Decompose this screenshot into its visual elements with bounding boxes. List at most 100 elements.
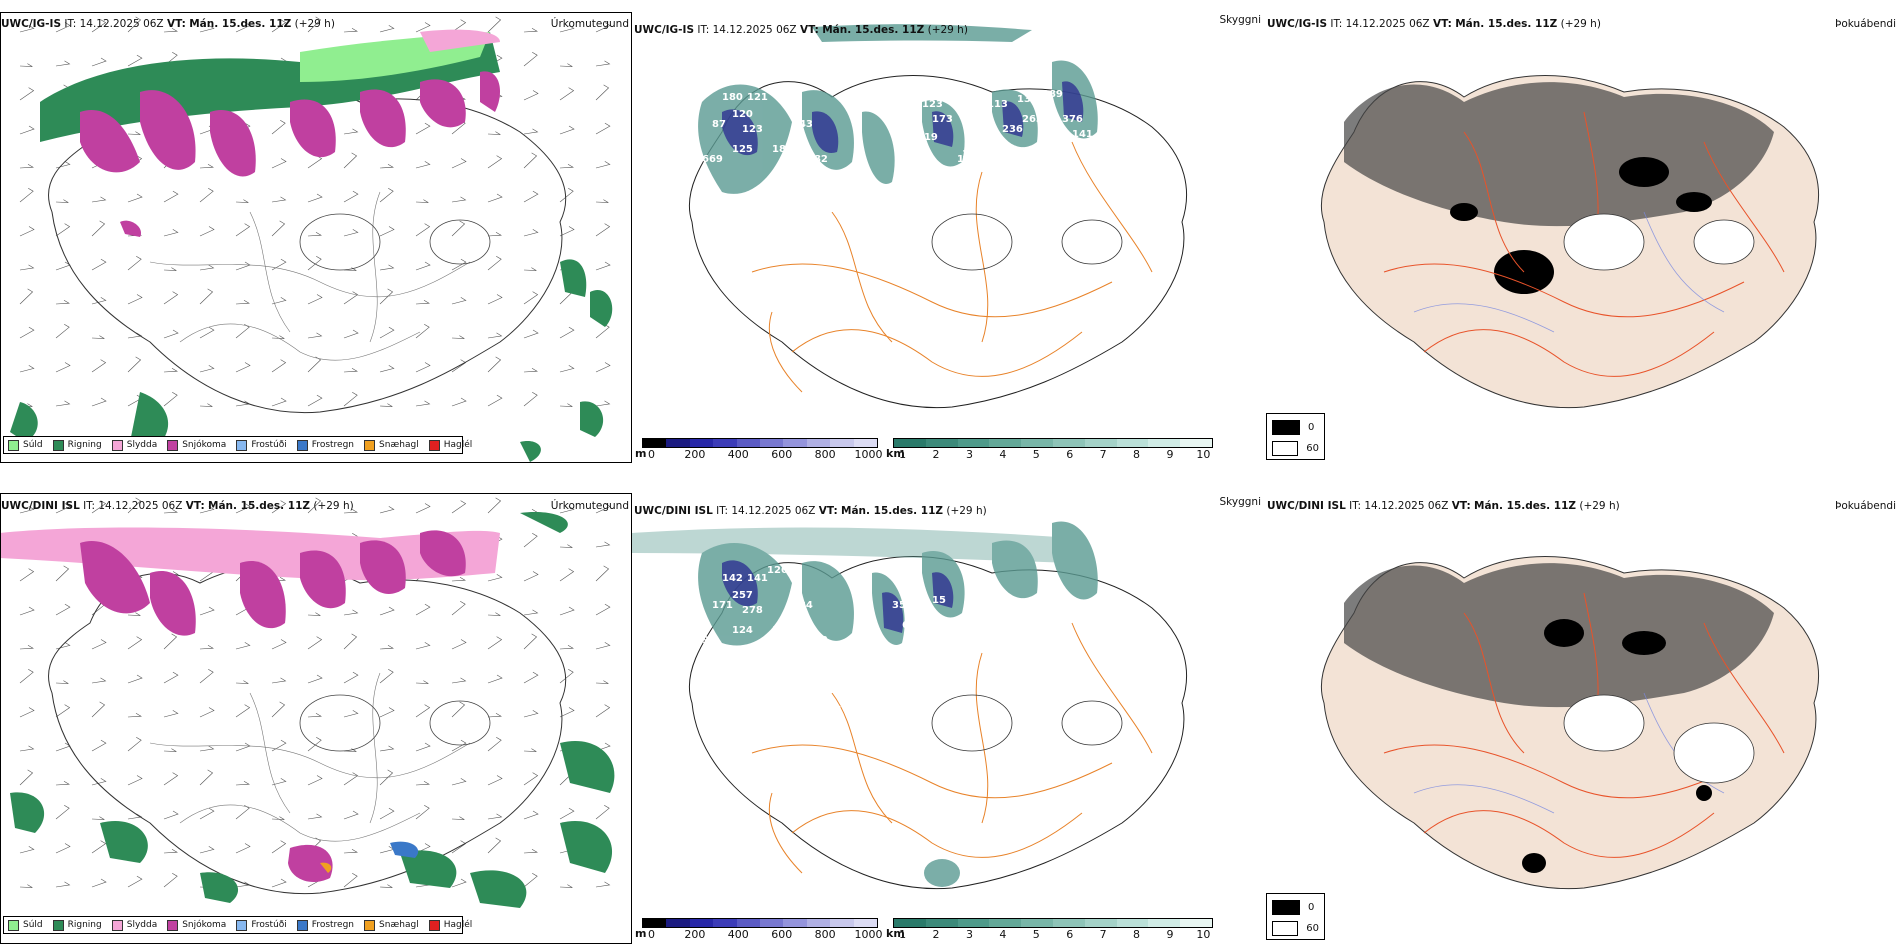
wind-barb bbox=[19, 187, 34, 203]
cloud-base-label: 75 bbox=[702, 244, 716, 255]
legend-label: Haglél bbox=[443, 440, 473, 450]
wind-barb bbox=[451, 196, 467, 203]
fog-legend-row: 60 bbox=[1272, 921, 1319, 936]
legend-label: Frostúði bbox=[251, 920, 287, 930]
wind-barb bbox=[235, 642, 251, 650]
wind-barb bbox=[415, 122, 431, 135]
wind-barb bbox=[19, 506, 35, 514]
fog-legend-swatch bbox=[1272, 900, 1300, 915]
wind-barb bbox=[451, 840, 467, 854]
wind-barb bbox=[271, 359, 287, 373]
wind-barb bbox=[199, 403, 213, 407]
it-label: IT: bbox=[716, 505, 729, 517]
wind-barb bbox=[379, 668, 394, 684]
scale-tick: 2 bbox=[932, 928, 940, 941]
scale-color-step bbox=[783, 919, 807, 927]
vt-label: VT: bbox=[1451, 500, 1471, 512]
wind-barb bbox=[19, 606, 35, 616]
wind-barb bbox=[523, 633, 538, 650]
wind-barb bbox=[343, 848, 358, 854]
wind-barb bbox=[595, 223, 611, 237]
wind-barb bbox=[559, 125, 575, 135]
cloud-base-label: 142 bbox=[722, 573, 743, 584]
wind-barb bbox=[307, 497, 322, 514]
cloud-base-label: 68 bbox=[902, 620, 916, 631]
legend-label: Slydda bbox=[126, 440, 158, 450]
wind-barb bbox=[19, 87, 35, 101]
scale-tick: 10 bbox=[1196, 448, 1211, 461]
legend-item: Súld bbox=[8, 919, 43, 931]
cloud-map-title: Skyggni bbox=[1219, 496, 1262, 508]
cloud-base-label: 123 bbox=[742, 124, 763, 135]
cloud-base-label: 178 bbox=[957, 154, 978, 165]
scale-color-step bbox=[925, 439, 958, 447]
fog-legend-swatch bbox=[1272, 420, 1300, 435]
wind-barb bbox=[199, 365, 215, 373]
wind-barb bbox=[91, 19, 107, 33]
wind-barb bbox=[271, 335, 285, 339]
scale-tick: 1000 bbox=[854, 928, 883, 941]
cloud-height-km-scale: km 1 2 3 4 5 6 7 8 9 10 bbox=[886, 918, 1213, 941]
wind-barb bbox=[343, 633, 358, 650]
wind-barb bbox=[199, 326, 215, 339]
scale-ticks: 0 200 400 600 800 1000 bbox=[642, 448, 883, 461]
wind-barb bbox=[19, 264, 35, 271]
wind-barb bbox=[91, 297, 107, 305]
precip-map-row2: UWC/DINI ISL IT: 14.12.2025 06Z VT: Mán.… bbox=[0, 493, 632, 944]
wind-barb bbox=[271, 701, 286, 718]
wind-barb bbox=[235, 680, 249, 684]
legend-item: Frostregn bbox=[296, 439, 354, 451]
scale-color-step bbox=[830, 439, 854, 447]
scale-color-step bbox=[830, 919, 854, 927]
wind-barb bbox=[307, 332, 323, 339]
wind-barb bbox=[415, 223, 431, 237]
wind-barb bbox=[559, 187, 574, 203]
scale-color-step bbox=[666, 439, 690, 447]
wind-barb bbox=[199, 163, 214, 169]
scale-colors bbox=[642, 918, 878, 928]
vt-value: Mán. 15.des. 11Z bbox=[208, 500, 311, 512]
fog-map-svg bbox=[1320, 556, 1820, 890]
wind-barb bbox=[523, 190, 539, 203]
wind-barb bbox=[271, 119, 286, 135]
scale-color-step bbox=[760, 919, 784, 927]
wind-barb bbox=[559, 668, 574, 684]
wind-barb bbox=[307, 813, 323, 820]
cloud-base-label: 141 bbox=[1072, 129, 1093, 140]
legend-item: Frostúði bbox=[236, 439, 287, 451]
wind-barb bbox=[559, 506, 575, 514]
scale-ticks: 1 2 3 4 5 6 7 8 9 10 bbox=[893, 928, 1213, 941]
wind-barb bbox=[163, 391, 178, 407]
legend-swatch bbox=[428, 919, 440, 931]
wind-barb bbox=[19, 125, 35, 135]
wind-barb bbox=[19, 668, 34, 684]
scale-tick: 8 bbox=[1133, 448, 1141, 461]
wind-barb bbox=[559, 807, 575, 820]
wind-barb bbox=[595, 400, 611, 407]
it-value: 14.12.2025 06Z bbox=[98, 500, 183, 512]
vt-label: VT: bbox=[1432, 18, 1452, 30]
wind-barb bbox=[379, 288, 394, 305]
scale-color-step bbox=[643, 919, 667, 927]
wind-barb bbox=[307, 356, 322, 373]
scale-color-step bbox=[853, 439, 878, 447]
wind-barb bbox=[559, 25, 575, 33]
cloud-base-label: 376 bbox=[1062, 114, 1083, 125]
wind-barb bbox=[271, 500, 287, 514]
scale-tick: 400 bbox=[727, 928, 749, 941]
cloud-base-label: 189 bbox=[1042, 89, 1063, 100]
wind-barb bbox=[199, 187, 214, 203]
wind-barb bbox=[595, 804, 610, 820]
wind-barb bbox=[343, 152, 358, 169]
fog-legend-row: 60 bbox=[1272, 441, 1319, 456]
scale-colors bbox=[642, 438, 878, 448]
cloud-base-label: 126 bbox=[792, 179, 813, 190]
scale-unit: km bbox=[886, 447, 905, 460]
wind-barb bbox=[595, 541, 611, 548]
wind-barb bbox=[523, 571, 539, 582]
cloud-base-label: 82 bbox=[782, 705, 796, 716]
scale-color-step bbox=[1148, 919, 1181, 927]
model-name: UWC/IG-IS bbox=[1, 18, 62, 30]
fog-legend-row: 0 bbox=[1272, 420, 1319, 435]
